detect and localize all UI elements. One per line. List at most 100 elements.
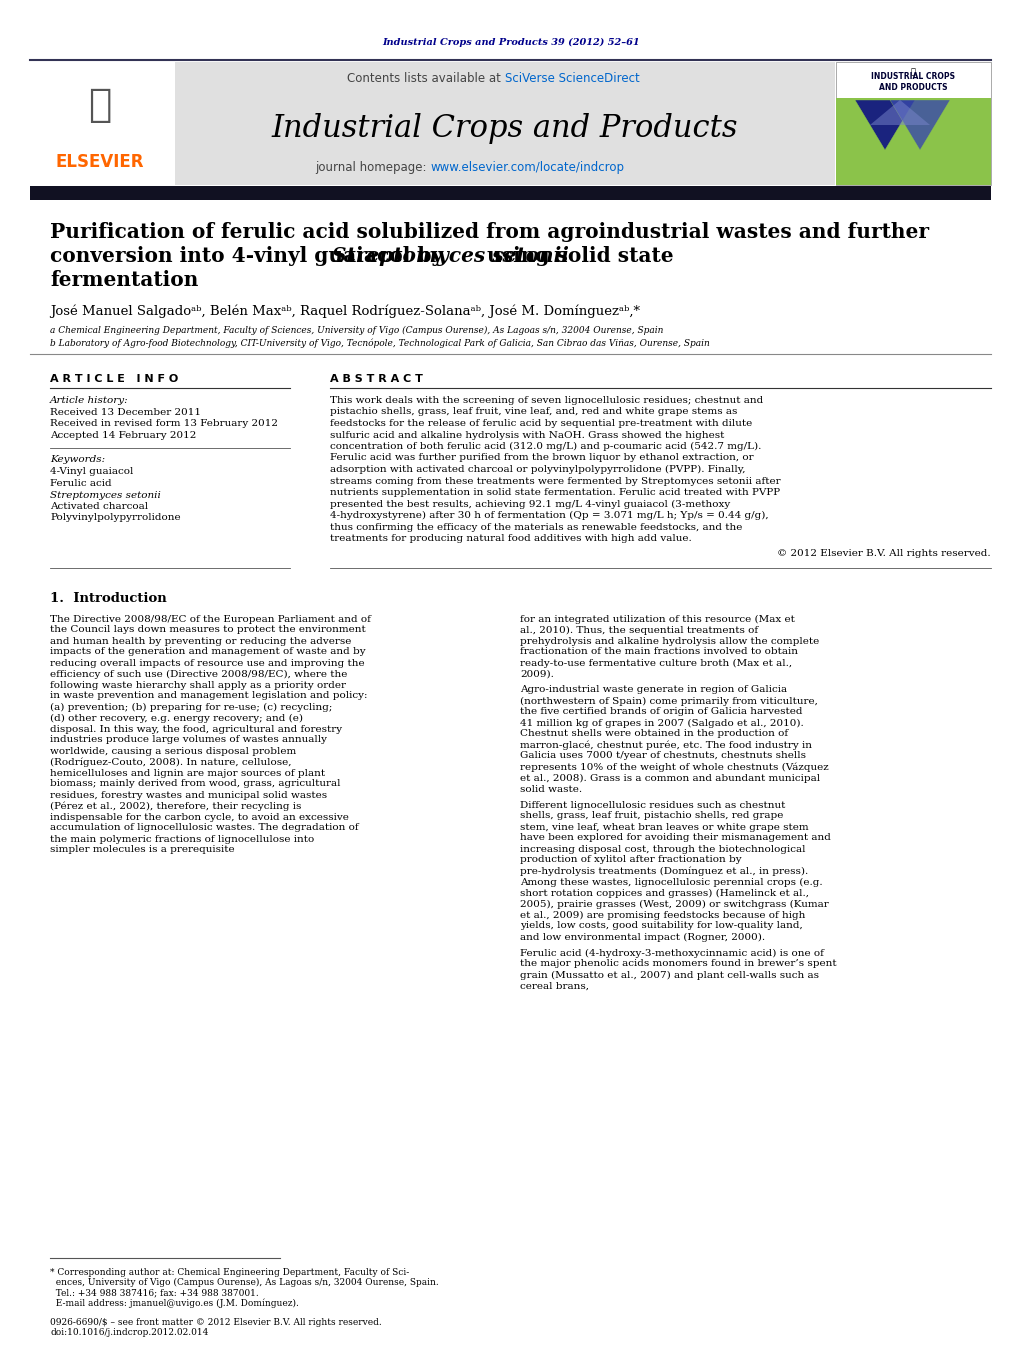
Text: pistachio shells, grass, leaf fruit, vine leaf, and, red and white grape stems a: pistachio shells, grass, leaf fruit, vin… bbox=[330, 408, 737, 416]
Text: Galicia uses 7000 t/year of chestnuts, chestnuts shells: Galicia uses 7000 t/year of chestnuts, c… bbox=[520, 751, 806, 761]
Text: Industrial Crops and Products 39 (2012) 52–61: Industrial Crops and Products 39 (2012) … bbox=[382, 38, 640, 46]
Text: following waste hierarchy shall apply as a priority order: following waste hierarchy shall apply as… bbox=[50, 681, 346, 689]
Bar bbox=[30, 186, 991, 200]
Text: Received in revised form 13 February 2012: Received in revised form 13 February 201… bbox=[50, 420, 278, 428]
Text: (Pérez et al., 2002), therefore, their recycling is: (Pérez et al., 2002), therefore, their r… bbox=[50, 801, 301, 811]
Text: for an integrated utilization of this resource (Max et: for an integrated utilization of this re… bbox=[520, 615, 795, 624]
Text: yields, low costs, good suitability for low-quality land,: yields, low costs, good suitability for … bbox=[520, 921, 803, 931]
Text: using solid state: using solid state bbox=[480, 246, 674, 266]
Text: Contents lists available at: Contents lists available at bbox=[347, 72, 505, 85]
Text: This work deals with the screening of seven lignocellulosic residues; chestnut a: This work deals with the screening of se… bbox=[330, 396, 764, 405]
Text: (Rodríguez-Couto, 2008). In nature, cellulose,: (Rodríguez-Couto, 2008). In nature, cell… bbox=[50, 758, 292, 767]
Text: b Laboratory of Agro-food Biotechnology, CIT-University of Vigo, Tecnópole, Tech: b Laboratory of Agro-food Biotechnology,… bbox=[50, 339, 710, 349]
Text: fractionation of the main fractions involved to obtain: fractionation of the main fractions invo… bbox=[520, 647, 798, 657]
Text: The Directive 2008/98/EC of the European Parliament and of: The Directive 2008/98/EC of the European… bbox=[50, 615, 371, 624]
Text: (d) other recovery, e.g. energy recovery; and (e): (d) other recovery, e.g. energy recovery… bbox=[50, 713, 303, 723]
Text: 🌲: 🌲 bbox=[88, 86, 111, 124]
Text: Accepted 14 February 2012: Accepted 14 February 2012 bbox=[50, 431, 196, 440]
Text: solid waste.: solid waste. bbox=[520, 785, 582, 793]
Text: A B S T R A C T: A B S T R A C T bbox=[330, 374, 423, 384]
Bar bbox=[175, 62, 835, 185]
Text: © 2012 Elsevier B.V. All rights reserved.: © 2012 Elsevier B.V. All rights reserved… bbox=[777, 550, 991, 558]
Text: prehydrolysis and alkaline hydrolysis allow the complete: prehydrolysis and alkaline hydrolysis al… bbox=[520, 636, 819, 646]
Text: sulfuric acid and alkaline hydrolysis with NaOH. Grass showed the highest: sulfuric acid and alkaline hydrolysis wi… bbox=[330, 431, 724, 439]
Text: treatments for producing natural food additives with high add value.: treatments for producing natural food ad… bbox=[330, 534, 692, 543]
Text: concentration of both ferulic acid (312.0 mg/L) and p-coumaric acid (542.7 mg/L): concentration of both ferulic acid (312.… bbox=[330, 442, 762, 451]
Text: 4-hydroxystyrene) after 30 h of fermentation (Qp = 3.071 mg/L h; Yp/s = 0.44 g/g: 4-hydroxystyrene) after 30 h of fermenta… bbox=[330, 511, 769, 520]
Text: 41 million kg of grapes in 2007 (Salgado et al., 2010).: 41 million kg of grapes in 2007 (Salgado… bbox=[520, 719, 804, 728]
Text: residues, forestry wastes and municipal solid wastes: residues, forestry wastes and municipal … bbox=[50, 790, 327, 800]
Bar bbox=[836, 99, 991, 185]
Text: Streptomyces setonii: Streptomyces setonii bbox=[50, 490, 161, 500]
Text: indispensable for the carbon cycle, to avoid an excessive: indispensable for the carbon cycle, to a… bbox=[50, 812, 349, 821]
Text: thus confirming the efficacy of the materials as renewable feedstocks, and the: thus confirming the efficacy of the mate… bbox=[330, 523, 742, 531]
Text: al., 2010). Thus, the sequential treatments of: al., 2010). Thus, the sequential treatme… bbox=[520, 626, 759, 635]
Text: ready-to-use fermentative culture broth (Max et al.,: ready-to-use fermentative culture broth … bbox=[520, 658, 792, 667]
Text: presented the best results, achieving 92.1 mg/L 4-vinyl guaiacol (3-methoxy: presented the best results, achieving 92… bbox=[330, 500, 730, 508]
Text: and human health by preventing or reducing the adverse: and human health by preventing or reduci… bbox=[50, 636, 351, 646]
Text: www.elsevier.com/locate/indcrop: www.elsevier.com/locate/indcrop bbox=[430, 162, 624, 174]
Text: feedstocks for the release of ferulic acid by sequential pre-treatment with dilu: feedstocks for the release of ferulic ac… bbox=[330, 419, 752, 428]
Text: Chestnut shells were obtained in the production of: Chestnut shells were obtained in the pro… bbox=[520, 730, 788, 739]
Text: represents 10% of the weight of whole chestnuts (Vázquez: represents 10% of the weight of whole ch… bbox=[520, 762, 829, 771]
Text: Among these wastes, lignocellulosic perennial crops (e.g.: Among these wastes, lignocellulosic pere… bbox=[520, 878, 823, 886]
Text: Purification of ferulic acid solubilized from agroindustrial wastes and further: Purification of ferulic acid solubilized… bbox=[50, 222, 929, 242]
Text: grain (Mussatto et al., 2007) and plant cell-walls such as: grain (Mussatto et al., 2007) and plant … bbox=[520, 970, 819, 979]
Bar bbox=[30, 62, 173, 172]
Text: * Corresponding author at: Chemical Engineering Department, Faculty of Sci-: * Corresponding author at: Chemical Engi… bbox=[50, 1269, 409, 1277]
Text: short rotation coppices and grasses) (Hamelinck et al.,: short rotation coppices and grasses) (Ha… bbox=[520, 889, 809, 897]
Text: Ferulic acid was further purified from the brown liquor by ethanol extraction, o: Ferulic acid was further purified from t… bbox=[330, 454, 753, 462]
Text: the Council lays down measures to protect the environment: the Council lays down measures to protec… bbox=[50, 626, 366, 635]
Text: 1.  Introduction: 1. Introduction bbox=[50, 593, 166, 605]
Text: and low environmental impact (Rogner, 2000).: and low environmental impact (Rogner, 20… bbox=[520, 932, 765, 942]
Text: industries produce large volumes of wastes annually: industries produce large volumes of wast… bbox=[50, 735, 327, 744]
Text: ences, University of Vigo (Campus Ourense), As Lagoas s/n, 32004 Ourense, Spain.: ences, University of Vigo (Campus Ourens… bbox=[50, 1278, 439, 1288]
Text: the five certified brands of origin of Galicia harvested: the five certified brands of origin of G… bbox=[520, 708, 803, 716]
Text: 0926-6690/$ – see front matter © 2012 Elsevier B.V. All rights reserved.: 0926-6690/$ – see front matter © 2012 El… bbox=[50, 1319, 382, 1327]
Text: Received 13 December 2011: Received 13 December 2011 bbox=[50, 408, 201, 417]
Text: efficiency of such use (Directive 2008/98/EC), where the: efficiency of such use (Directive 2008/9… bbox=[50, 670, 347, 678]
Text: Polyvinylpolypyrrolidone: Polyvinylpolypyrrolidone bbox=[50, 513, 181, 523]
Text: José Manuel Salgadoᵃᵇ, Belén Maxᵃᵇ, Raquel Rodríguez-Solanaᵃᵇ, José M. Domínguez: José Manuel Salgadoᵃᵇ, Belén Maxᵃᵇ, Raqu… bbox=[50, 304, 640, 317]
Text: accumulation of lignocellulosic wastes. The degradation of: accumulation of lignocellulosic wastes. … bbox=[50, 824, 358, 832]
Text: worldwide, causing a serious disposal problem: worldwide, causing a serious disposal pr… bbox=[50, 747, 296, 755]
Text: streams coming from these treatments were fermented by Streptomyces setonii afte: streams coming from these treatments wer… bbox=[330, 477, 781, 485]
Text: the main polymeric fractions of lignocellulose into: the main polymeric fractions of lignocel… bbox=[50, 835, 314, 843]
Polygon shape bbox=[890, 100, 950, 150]
Text: (a) prevention; (b) preparing for re-use; (c) recycling;: (a) prevention; (b) preparing for re-use… bbox=[50, 703, 333, 712]
Text: nutrients supplementation in solid state fermentation. Ferulic acid treated with: nutrients supplementation in solid state… bbox=[330, 488, 780, 497]
Text: shells, grass, leaf fruit, pistachio shells, red grape: shells, grass, leaf fruit, pistachio she… bbox=[520, 812, 783, 820]
Text: cereal brans,: cereal brans, bbox=[520, 981, 589, 990]
Text: marron-glacé, chestnut purée, etc. The food industry in: marron-glacé, chestnut purée, etc. The f… bbox=[520, 740, 812, 750]
Text: conversion into 4-vinyl guaiacol by: conversion into 4-vinyl guaiacol by bbox=[50, 246, 450, 266]
Text: fermentation: fermentation bbox=[50, 270, 198, 290]
Text: simpler molecules is a prerequisite: simpler molecules is a prerequisite bbox=[50, 846, 235, 854]
Text: SciVerse ScienceDirect: SciVerse ScienceDirect bbox=[505, 72, 640, 85]
Text: et al., 2008). Grass is a common and abundant municipal: et al., 2008). Grass is a common and abu… bbox=[520, 774, 820, 782]
Text: the major phenolic acids monomers found in brewer’s spent: the major phenolic acids monomers found … bbox=[520, 959, 836, 969]
Text: Article history:: Article history: bbox=[50, 396, 129, 405]
Text: production of xylitol after fractionation by: production of xylitol after fractionatio… bbox=[520, 855, 741, 865]
Text: have been explored for avoiding their mismanagement and: have been explored for avoiding their mi… bbox=[520, 834, 831, 843]
Text: (northwestern of Spain) come primarily from viticulture,: (northwestern of Spain) come primarily f… bbox=[520, 697, 818, 705]
Text: 2009).: 2009). bbox=[520, 670, 553, 678]
Text: hemicelluloses and lignin are major sources of plant: hemicelluloses and lignin are major sour… bbox=[50, 769, 325, 777]
Text: Streptomyces setonii: Streptomyces setonii bbox=[332, 246, 569, 266]
Text: Industrial Crops and Products: Industrial Crops and Products bbox=[272, 112, 738, 143]
Text: Different lignocellulosic residues such as chestnut: Different lignocellulosic residues such … bbox=[520, 801, 785, 809]
Text: 4-Vinyl guaiacol: 4-Vinyl guaiacol bbox=[50, 467, 134, 477]
Text: 2005), prairie grasses (West, 2009) or switchgrass (Kumar: 2005), prairie grasses (West, 2009) or s… bbox=[520, 900, 829, 909]
Text: journal homepage:: journal homepage: bbox=[314, 162, 430, 174]
Text: in waste prevention and management legislation and policy:: in waste prevention and management legis… bbox=[50, 692, 368, 701]
Text: increasing disposal cost, through the biotechnological: increasing disposal cost, through the bi… bbox=[520, 844, 806, 854]
Text: E-mail address: jmanuel@uvigo.es (J.M. Domínguez).: E-mail address: jmanuel@uvigo.es (J.M. D… bbox=[50, 1298, 299, 1308]
Text: Ferulic acid: Ferulic acid bbox=[50, 480, 111, 488]
Text: pre-hydrolysis treatments (Domínguez et al., in press).: pre-hydrolysis treatments (Domínguez et … bbox=[520, 866, 809, 875]
Text: adsorption with activated charcoal or polyvinylpolypyrrolidone (PVPP). Finally,: adsorption with activated charcoal or po… bbox=[330, 465, 745, 474]
Text: biomass; mainly derived from wood, grass, agricultural: biomass; mainly derived from wood, grass… bbox=[50, 780, 340, 789]
Text: et al., 2009) are promising feedstocks because of high: et al., 2009) are promising feedstocks b… bbox=[520, 911, 806, 920]
Text: reducing overall impacts of resource use and improving the: reducing overall impacts of resource use… bbox=[50, 658, 364, 667]
Text: ELSEVIER: ELSEVIER bbox=[56, 153, 144, 172]
Text: Agro-industrial waste generate in region of Galicia: Agro-industrial waste generate in region… bbox=[520, 685, 787, 694]
Text: Keywords:: Keywords: bbox=[50, 455, 105, 465]
